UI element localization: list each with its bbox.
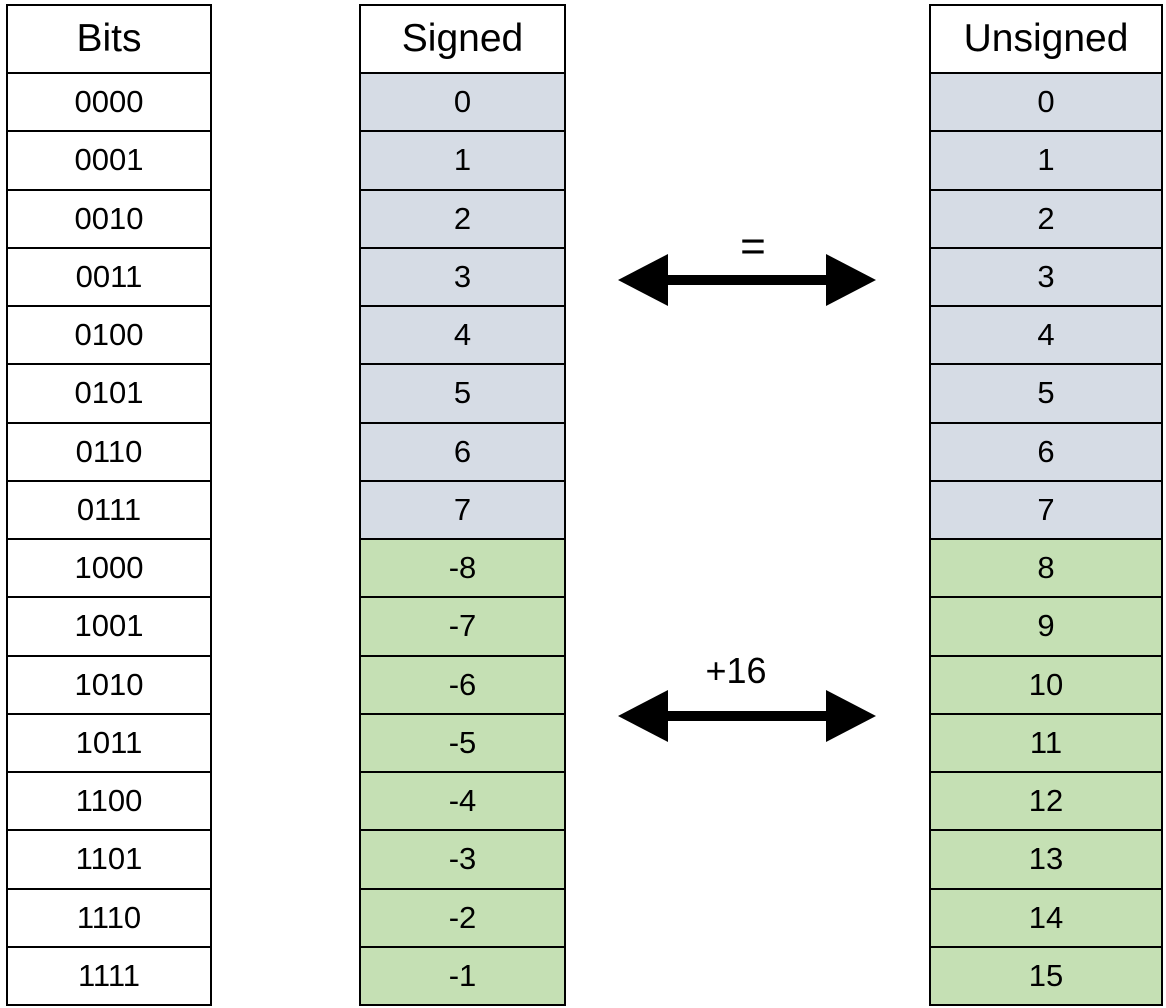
bits-cell: 0011	[8, 248, 210, 307]
signed-cell: 3	[361, 248, 564, 307]
signed-cell: -1	[361, 947, 564, 1006]
signed-cell: 2	[361, 190, 564, 249]
bits-cell: 1000	[8, 540, 210, 599]
bits-cell: 0100	[8, 307, 210, 366]
unsigned-cell: 7	[931, 481, 1161, 540]
bits-cell: 0010	[8, 190, 210, 249]
unsigned-cell: 13	[931, 831, 1161, 890]
bits-cell: 0101	[8, 365, 210, 424]
bits-cell: 0111	[8, 481, 210, 540]
unsigned-cell: 8	[931, 540, 1161, 599]
unsigned-cell: 6	[931, 423, 1161, 482]
double-arrow-icon	[618, 690, 876, 742]
unsigned-cell: 5	[931, 365, 1161, 424]
unsigned-cell: 0	[931, 74, 1161, 133]
signed-cell: -7	[361, 598, 564, 657]
signed-cell: -8	[361, 540, 564, 599]
bits-header: Bits	[8, 6, 210, 74]
unsigned-cell: 11	[931, 714, 1161, 773]
unsigned-header: Unsigned	[931, 6, 1161, 74]
signed-column: Signed 0 1 2 3 4 5 6 7 -8 -7 -6 -5 -4 -3…	[359, 4, 566, 1006]
signed-cell: 6	[361, 423, 564, 482]
unsigned-cell: 4	[931, 307, 1161, 366]
signed-cell: 0	[361, 74, 564, 133]
signed-cell: -3	[361, 831, 564, 890]
bits-cell: 1100	[8, 773, 210, 832]
bits-cell: 1110	[8, 889, 210, 948]
bits-cell: 1011	[8, 714, 210, 773]
signed-cell: -5	[361, 714, 564, 773]
signed-cell: -2	[361, 889, 564, 948]
bits-cell: 1001	[8, 598, 210, 657]
unsigned-cell: 9	[931, 598, 1161, 657]
unsigned-cell: 14	[931, 889, 1161, 948]
bits-cell: 0000	[8, 74, 210, 133]
unsigned-cell: 3	[931, 248, 1161, 307]
double-arrow-icon	[618, 254, 876, 306]
signed-cell: -6	[361, 656, 564, 715]
bits-cell: 1101	[8, 831, 210, 890]
signed-cell: 1	[361, 132, 564, 191]
unsigned-cell: 10	[931, 656, 1161, 715]
signed-cell: -4	[361, 773, 564, 832]
bits-cell: 0001	[8, 132, 210, 191]
signed-cell: 7	[361, 481, 564, 540]
bits-cell: 1111	[8, 947, 210, 1006]
signed-header: Signed	[361, 6, 564, 74]
bits-cell: 1010	[8, 656, 210, 715]
unsigned-cell: 12	[931, 773, 1161, 832]
unsigned-cell: 2	[931, 190, 1161, 249]
unsigned-cell: 1	[931, 132, 1161, 191]
bits-column: Bits 0000 0001 0010 0011 0100 0101 0110 …	[6, 4, 212, 1006]
bits-cell: 0110	[8, 423, 210, 482]
signed-cell: 4	[361, 307, 564, 366]
signed-cell: 5	[361, 365, 564, 424]
plus16-arrow-label: +16	[705, 650, 767, 691]
unsigned-cell: 15	[931, 947, 1161, 1006]
unsigned-column: Unsigned 0 1 2 3 4 5 6 7 8 9 10 11 12 13…	[929, 4, 1163, 1006]
equal-arrow-label: =	[740, 222, 766, 271]
